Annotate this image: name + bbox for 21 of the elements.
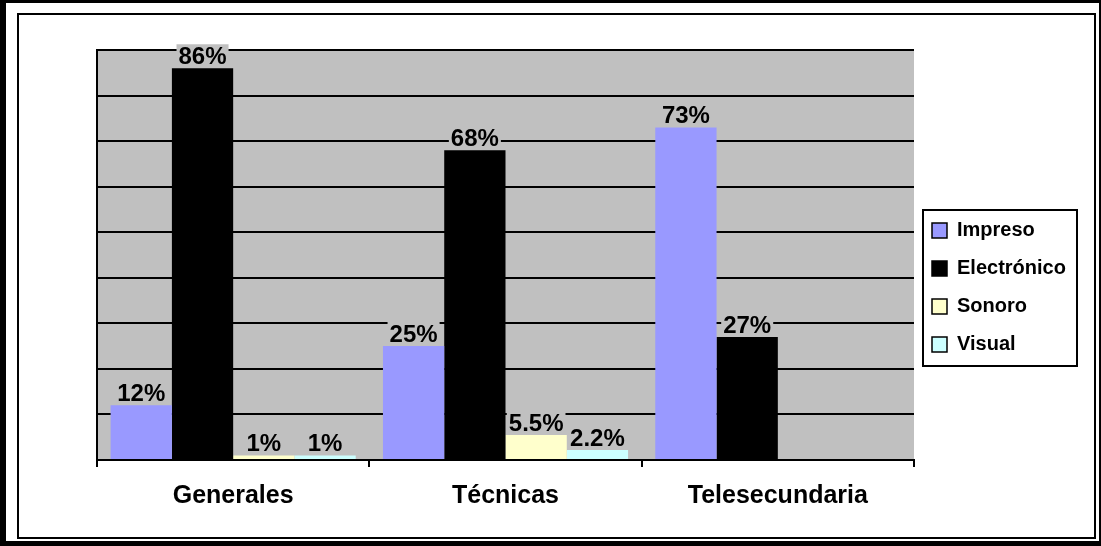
legend-label: Impreso (957, 218, 1035, 241)
data-label: 5.5% (508, 408, 564, 436)
x-tick-label: Técnicas (451, 479, 560, 508)
data-label: 73% (661, 101, 710, 129)
data-label: 86% (178, 42, 227, 70)
bar (294, 455, 356, 459)
bar (382, 346, 445, 459)
bar (233, 455, 295, 459)
legend-label: Visual (957, 332, 1016, 355)
x-tick-label: Generales (172, 479, 294, 508)
bar (110, 405, 172, 459)
data-label: 1% (246, 429, 282, 457)
data-label: 25% (389, 320, 438, 348)
data-label: 1% (307, 429, 343, 457)
legend-label: Sonoro (957, 294, 1027, 317)
data-label: 2.2% (570, 423, 625, 451)
data-label: 27% (723, 311, 772, 338)
data-label: 68% (450, 124, 499, 152)
legend-label: Electrónico (957, 256, 1066, 279)
data-label: 12% (117, 379, 166, 407)
x-tick-label: Telesecundaria (687, 479, 870, 508)
